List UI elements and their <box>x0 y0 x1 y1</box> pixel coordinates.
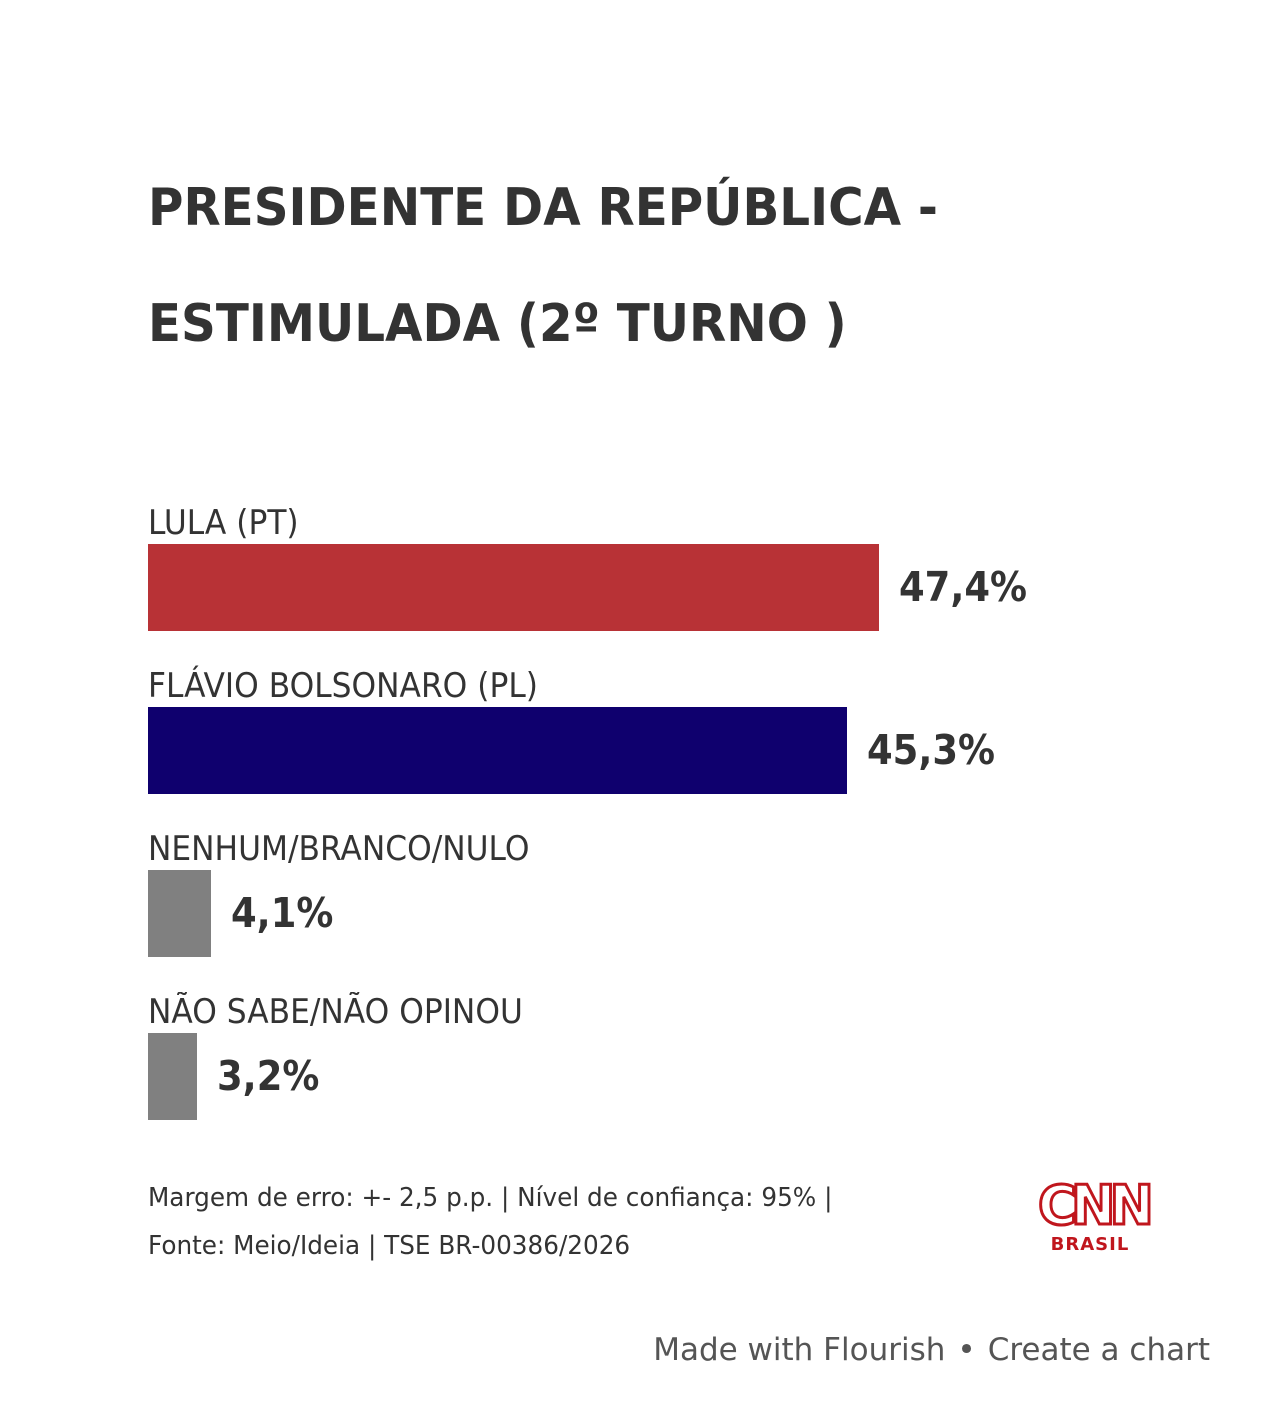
bar-lula <box>148 544 879 631</box>
bar-category-label: FLÁVIO BOLSONARO (PL) <box>148 666 538 706</box>
bar-nenhum-branco-nulo <box>148 870 211 957</box>
bar-row: NENHUM/BRANCO/NULO 4,1% <box>148 824 1148 984</box>
bar-row: NÃO SABE/NÃO OPINOU 3,2% <box>148 987 1148 1147</box>
chart-title: PRESIDENTE DA REPÚBLICA - ESTIMULADA (2º… <box>148 150 1078 382</box>
cnn-brasil-logo: CNN BRASIL <box>1037 1174 1153 1255</box>
bar-row: FLÁVIO BOLSONARO (PL) 45,3% <box>148 661 1148 821</box>
chart-title-line-2: ESTIMULADA (2º TURNO ) <box>148 294 847 354</box>
bar-category-label: LULA (PT) <box>148 503 299 543</box>
footer-separator: • <box>957 1332 976 1368</box>
cnn-logo-subtext: BRASIL <box>1051 1234 1130 1255</box>
bar-value-label: 4,1% <box>231 889 334 937</box>
bar-flavio-bolsonaro <box>148 707 847 794</box>
bar-track: 47,4% <box>148 544 1148 631</box>
bar-value-label: 45,3% <box>867 726 996 774</box>
bar-category-label: NENHUM/BRANCO/NULO <box>148 829 530 869</box>
bar-track: 4,1% <box>148 870 1148 957</box>
footnote-source: Fonte: Meio/Ideia | TSE BR-00386/2026 <box>148 1231 631 1261</box>
bar-nao-sabe-nao-opinou <box>148 1033 197 1120</box>
chart-title-line-1: PRESIDENTE DA REPÚBLICA - <box>148 178 938 238</box>
bar-category-label: NÃO SABE/NÃO OPINOU <box>148 992 523 1032</box>
bar-track: 3,2% <box>148 1033 1148 1120</box>
create-a-chart-link[interactable]: Create a chart <box>987 1332 1210 1368</box>
bar-value-label: 47,4% <box>899 563 1028 611</box>
cnn-logo-text: CNN <box>1038 1174 1150 1237</box>
made-with-flourish-link[interactable]: Made with Flourish <box>653 1332 946 1368</box>
bar-value-label: 3,2% <box>217 1052 320 1100</box>
bar-track: 45,3% <box>148 707 1148 794</box>
chart-footnote: Margem de erro: +- 2,5 p.p. | Nível de c… <box>148 1174 965 1270</box>
footnote-margin-of-error: Margem de erro: +- 2,5 p.p. | Nível de c… <box>148 1183 833 1213</box>
bar-row: LULA (PT) 47,4% <box>148 498 1148 658</box>
flourish-footer: Made with Flourish • Create a chart <box>653 1326 1210 1374</box>
